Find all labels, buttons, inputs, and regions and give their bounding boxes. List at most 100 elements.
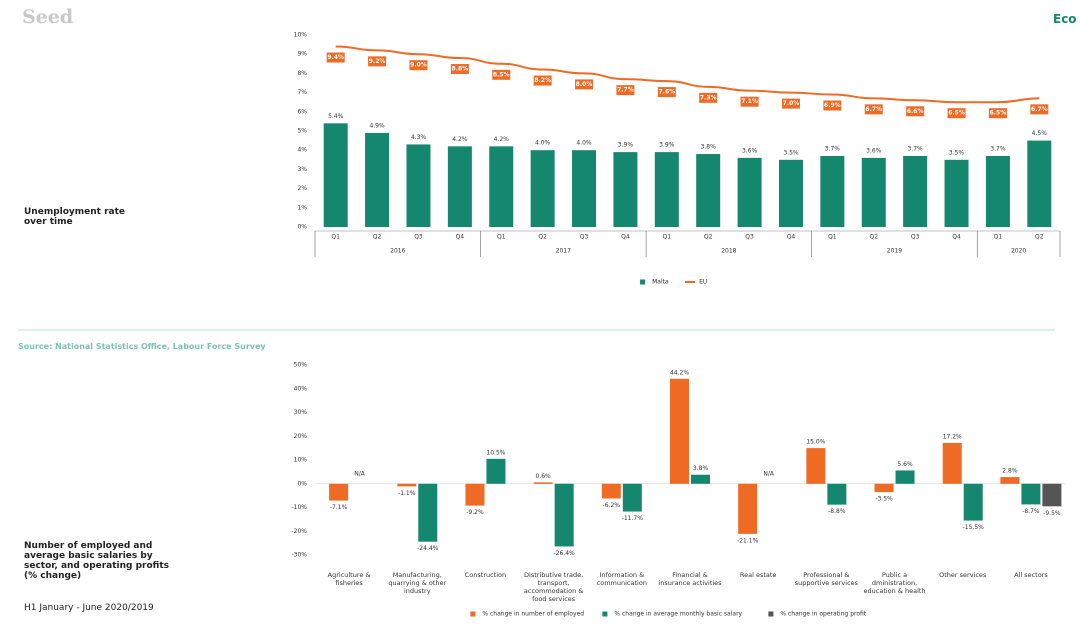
y-tick-label: 0% bbox=[297, 224, 307, 231]
x-tick-label: Q2 bbox=[373, 234, 382, 241]
bar bbox=[329, 483, 349, 501]
data-label: 3.6% bbox=[866, 147, 882, 154]
label-box bbox=[575, 79, 594, 90]
y-tick-label: 6% bbox=[297, 108, 307, 115]
bar bbox=[737, 157, 762, 227]
data-label: 4.9% bbox=[369, 122, 385, 129]
data-label: 4.5% bbox=[1032, 130, 1048, 137]
bar bbox=[820, 155, 845, 227]
data-label: 8.8% bbox=[452, 66, 469, 73]
data-label: 7.0% bbox=[783, 100, 800, 107]
bar bbox=[365, 132, 390, 227]
x-tick-label: Q2 bbox=[704, 234, 713, 241]
bar bbox=[489, 146, 514, 227]
data-label: 8.2% bbox=[534, 77, 551, 84]
data-label: 5.4% bbox=[328, 113, 344, 120]
data-label: 7.1% bbox=[741, 98, 758, 105]
data-label: 9.2% bbox=[369, 58, 386, 65]
y-tick-label: 0% bbox=[297, 480, 307, 487]
data-label: -26.4% bbox=[554, 550, 576, 557]
group-label: 2016 bbox=[390, 248, 405, 255]
x-tick-label: Q2 bbox=[1035, 234, 1044, 241]
y-tick-label: 3% bbox=[297, 166, 307, 173]
label-box bbox=[823, 100, 842, 111]
data-label: 6.9% bbox=[824, 102, 841, 109]
bar bbox=[985, 155, 1010, 227]
data-label: N/A bbox=[354, 470, 366, 477]
bar bbox=[465, 483, 485, 506]
bar bbox=[874, 483, 894, 493]
bar bbox=[613, 152, 638, 227]
x-tick-label: Public a dministration, education & heal… bbox=[863, 571, 926, 595]
data-label: -24.4% bbox=[417, 545, 439, 552]
x-tick-label: Q4 bbox=[621, 234, 630, 241]
data-label: 8.5% bbox=[493, 71, 510, 78]
data-label: 44.2% bbox=[670, 369, 689, 376]
group-label: 2020 bbox=[1011, 248, 1026, 255]
y-tick-label: -10% bbox=[291, 504, 307, 511]
data-label: 10.5% bbox=[486, 449, 505, 456]
label-box bbox=[781, 98, 800, 109]
source: Source: National Statistics Office, Labo… bbox=[18, 342, 266, 351]
x-tick-label: Manufacturing, quarrying & other industr… bbox=[388, 571, 447, 595]
data-label: 3.8% bbox=[693, 465, 709, 472]
label-box bbox=[947, 108, 966, 119]
x-tick-label: Q4 bbox=[952, 234, 961, 241]
data-label: 17.2% bbox=[943, 433, 962, 440]
bar bbox=[942, 442, 962, 484]
legend-swatch bbox=[602, 611, 608, 617]
x-tick-label: Q3 bbox=[580, 234, 589, 241]
section-title: Unemployment rate over time bbox=[24, 207, 126, 227]
group-label: 2019 bbox=[887, 248, 902, 255]
data-label: 3.5% bbox=[783, 149, 799, 156]
data-label: N/A bbox=[763, 470, 775, 477]
bar bbox=[696, 154, 721, 227]
x-tick-label: Q1 bbox=[497, 234, 506, 241]
line bbox=[335, 45, 1040, 104]
x-tick-label: Q2 bbox=[538, 234, 547, 241]
x-tick-label: Q1 bbox=[331, 234, 340, 241]
y-tick-label: 8% bbox=[297, 70, 307, 77]
x-tick-label: Q4 bbox=[456, 234, 465, 241]
bar bbox=[530, 150, 555, 227]
y-tick-label: 4% bbox=[297, 147, 307, 154]
bar bbox=[806, 448, 826, 484]
data-label: -1.1% bbox=[398, 490, 416, 497]
data-label: 7.7% bbox=[617, 87, 634, 94]
bar bbox=[861, 157, 886, 227]
data-label: 7.3% bbox=[700, 94, 717, 101]
data-label: 15.0% bbox=[806, 439, 825, 446]
data-label: 9.4% bbox=[327, 54, 344, 61]
data-label: 2.8% bbox=[1002, 468, 1018, 475]
x-tick-label: Q3 bbox=[911, 234, 920, 241]
bar bbox=[397, 483, 417, 487]
data-label: -3.5% bbox=[875, 496, 893, 503]
label-box bbox=[657, 87, 676, 98]
x-tick-label: Other services bbox=[939, 571, 987, 579]
period: H1 January - June 2020/2019 bbox=[24, 603, 154, 613]
data-label: 3.8% bbox=[701, 144, 717, 151]
legend-swatch bbox=[640, 279, 646, 285]
data-label: -15.5% bbox=[963, 524, 985, 531]
corner-title: Eco bbox=[1053, 12, 1077, 26]
x-tick-label: All sectors bbox=[1014, 571, 1048, 579]
group-label: 2017 bbox=[556, 248, 571, 255]
legend-swatch bbox=[470, 611, 476, 617]
label-box bbox=[616, 85, 635, 96]
label-box bbox=[450, 64, 469, 75]
x-tick-label: Professional & supportive services bbox=[794, 571, 859, 587]
label-box bbox=[492, 69, 511, 80]
bar bbox=[554, 483, 574, 547]
y-tick-label: -30% bbox=[291, 552, 307, 559]
data-label: 4.2% bbox=[452, 136, 468, 143]
bar bbox=[778, 159, 803, 227]
label-box bbox=[988, 108, 1007, 119]
y-tick-label: 30% bbox=[294, 409, 308, 416]
x-tick-label: Q1 bbox=[828, 234, 837, 241]
data-label: 8.0% bbox=[576, 81, 593, 88]
section-title: Number of employed and average basic sal… bbox=[24, 541, 170, 581]
bar bbox=[738, 483, 758, 534]
x-tick-label: Agriculture & fisheries bbox=[327, 571, 371, 587]
